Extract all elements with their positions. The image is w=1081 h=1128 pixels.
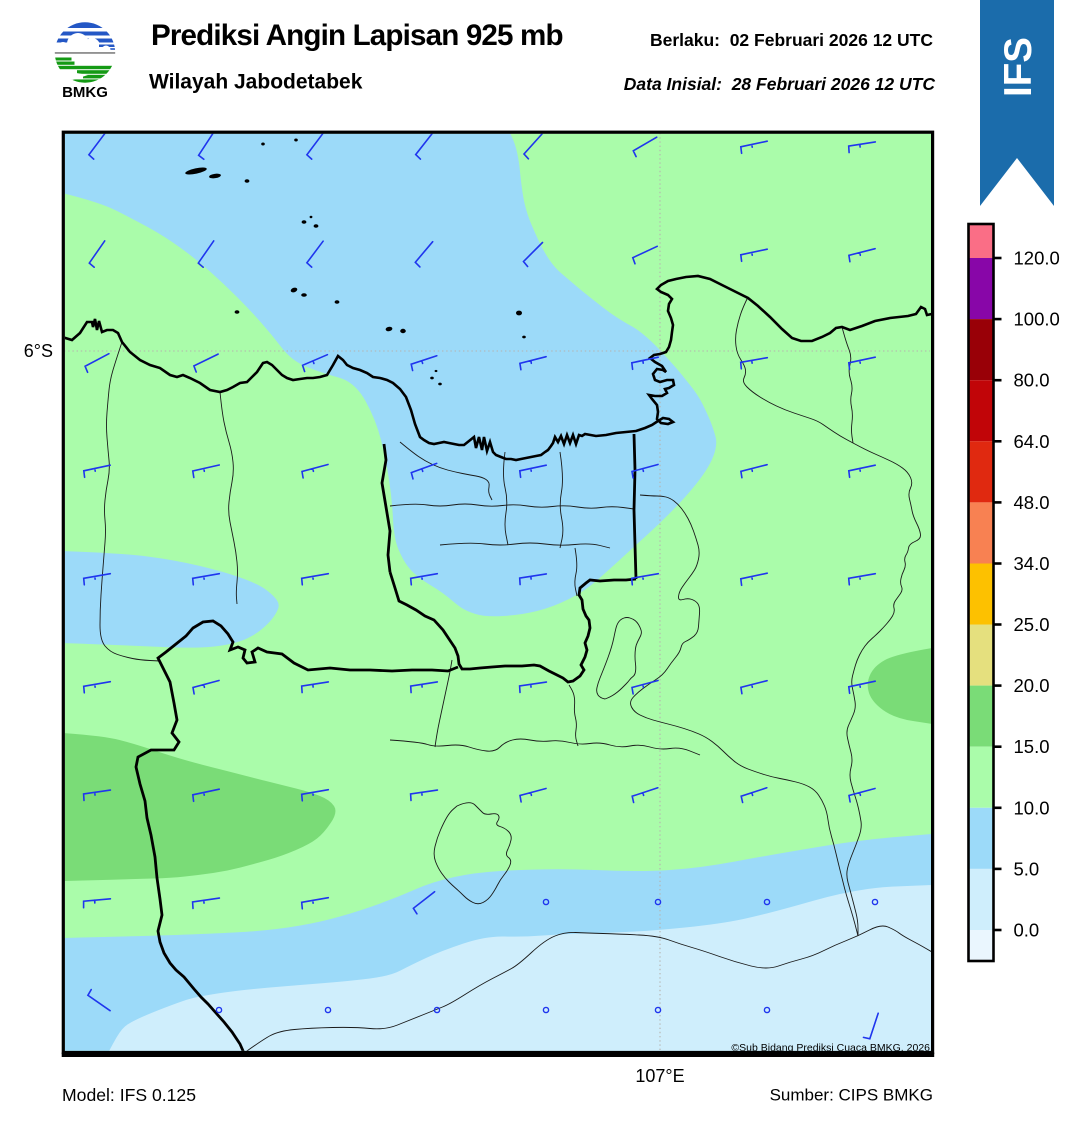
svg-text:Wilayah Jabodetabek: Wilayah Jabodetabek bbox=[149, 70, 363, 93]
svg-text:5.0: 5.0 bbox=[1014, 858, 1040, 879]
svg-text:0.0: 0.0 bbox=[1014, 920, 1040, 941]
svg-text:100.0: 100.0 bbox=[1014, 309, 1060, 330]
svg-text:15.0: 15.0 bbox=[1014, 736, 1050, 757]
svg-text:Berlaku: 02 Februari 2026 12: Berlaku: 02 Februari 2026 12 UTC bbox=[650, 30, 933, 50]
svg-text:Prediksi Angin Lapisan 925 mb: Prediksi Angin Lapisan 925 mb bbox=[151, 19, 563, 52]
svg-text:120.0: 120.0 bbox=[1014, 248, 1060, 269]
svg-text:107°E: 107°E bbox=[635, 1066, 684, 1086]
svg-text:Sumber: CIPS BMKG: Sumber: CIPS BMKG bbox=[770, 1085, 933, 1104]
svg-text:BMKG: BMKG bbox=[62, 84, 108, 101]
svg-text:25.0: 25.0 bbox=[1014, 614, 1050, 635]
svg-text:6°S: 6°S bbox=[24, 341, 53, 361]
svg-text:IFS: IFS bbox=[997, 37, 1040, 97]
svg-text:20.0: 20.0 bbox=[1014, 675, 1050, 696]
svg-text:10.0: 10.0 bbox=[1014, 797, 1050, 818]
svg-text:Data Inisial: 28 Februari 202: Data Inisial: 28 Februari 2026 12 UTC bbox=[624, 74, 936, 94]
svg-text:80.0: 80.0 bbox=[1014, 370, 1050, 391]
svg-text:©Sub Bidang Prediksi Cuaca BMK: ©Sub Bidang Prediksi Cuaca BMKG, 2026 bbox=[731, 1042, 930, 1054]
svg-text:48.0: 48.0 bbox=[1014, 492, 1050, 513]
svg-text:34.0: 34.0 bbox=[1014, 553, 1050, 574]
svg-text:Model: IFS 0.125: Model: IFS 0.125 bbox=[62, 1085, 196, 1105]
svg-text:64.0: 64.0 bbox=[1014, 431, 1050, 452]
